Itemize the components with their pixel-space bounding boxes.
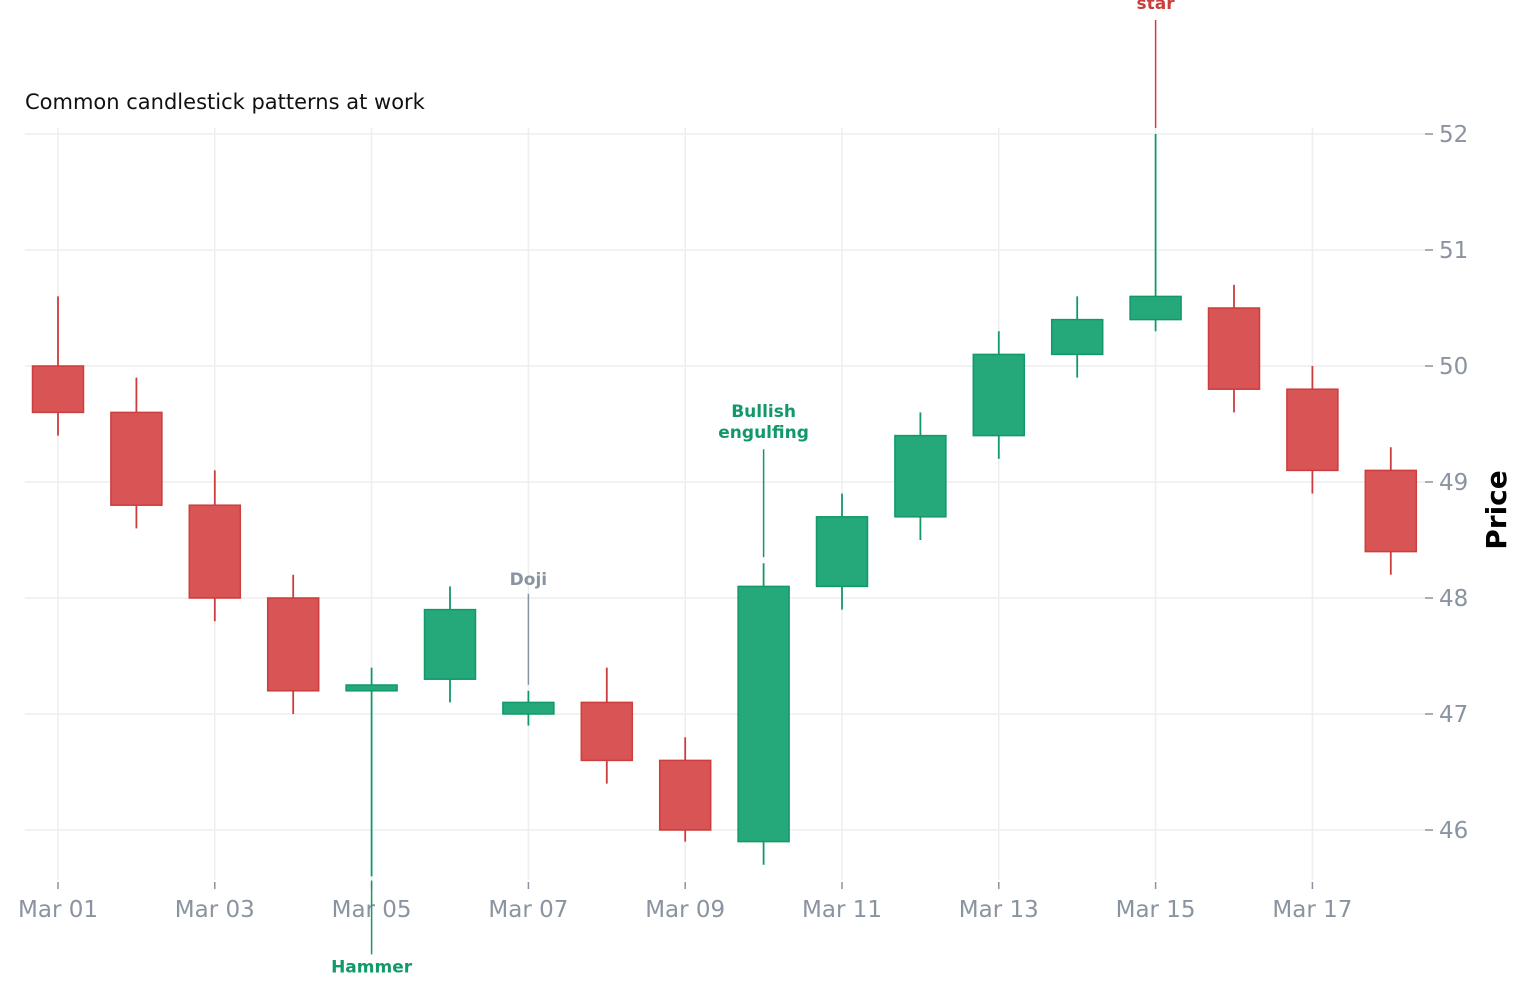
- candle-body: [894, 434, 947, 518]
- candle-body: [266, 597, 320, 692]
- candle-body: [31, 365, 85, 414]
- x-tick-label: Mar 11: [802, 897, 882, 923]
- chart-title: Common candlestick patterns at work: [25, 90, 425, 114]
- candle: [345, 667, 398, 877]
- candle-body: [1129, 295, 1182, 321]
- pattern-annotation: Shootingstar: [1137, 0, 1176, 128]
- annotation-label: Hammer: [331, 957, 413, 977]
- x-tick-label: Mar 07: [488, 897, 568, 923]
- pattern-annotation: Doji: [510, 570, 547, 685]
- candle-body: [110, 411, 163, 506]
- candle-body: [815, 516, 869, 588]
- candle: [1286, 366, 1339, 494]
- x-tick-label: Mar 03: [175, 897, 255, 923]
- candle: [423, 586, 477, 703]
- y-tick-label: 47: [1439, 702, 1468, 728]
- y-tick-label: 48: [1439, 586, 1468, 612]
- y-tick-label: 51: [1439, 238, 1468, 264]
- candle-body: [1364, 469, 1418, 553]
- candle: [1129, 134, 1182, 332]
- x-tick-label: Mar 15: [1116, 897, 1196, 923]
- y-tick-label: 50: [1439, 354, 1468, 380]
- candle: [1207, 284, 1261, 413]
- candle: [658, 737, 712, 842]
- candle: [580, 667, 634, 784]
- candle-body: [1286, 388, 1339, 472]
- candle: [1364, 447, 1418, 575]
- y-axis-label: Price: [1480, 470, 1513, 550]
- candle: [31, 296, 85, 436]
- annotation-label: Doji: [510, 570, 547, 590]
- candle-body: [423, 608, 477, 680]
- candle-body: [580, 701, 634, 762]
- candle-body: [658, 759, 712, 831]
- candle: [972, 331, 1026, 459]
- annotation-label: Bullish: [731, 402, 796, 422]
- candle-body: [188, 504, 242, 599]
- y-tick-label: 46: [1439, 818, 1468, 844]
- candle-body: [345, 684, 398, 692]
- y-tick-label: 52: [1439, 122, 1468, 148]
- pattern-annotation: Hammer: [331, 880, 413, 977]
- candle-body: [502, 701, 555, 715]
- candle: [502, 690, 555, 726]
- x-tick-label: Mar 17: [1272, 897, 1352, 923]
- candle: [737, 563, 790, 865]
- x-tick-label: Mar 09: [645, 897, 725, 923]
- candle: [188, 470, 242, 622]
- candle-body: [1207, 307, 1261, 390]
- candle-body: [737, 585, 790, 843]
- candle: [894, 412, 947, 540]
- candle: [1050, 296, 1104, 378]
- candle: [110, 377, 163, 529]
- candle: [815, 493, 869, 610]
- x-tick-label: Mar 01: [18, 897, 98, 923]
- x-tick-label: Mar 13: [959, 897, 1039, 923]
- candle: [266, 574, 320, 714]
- candle-body: [972, 353, 1026, 437]
- annotation-label: star: [1137, 0, 1176, 14]
- annotation-label: engulfing: [718, 423, 809, 443]
- y-tick-label: 49: [1439, 470, 1468, 496]
- candle-body: [1050, 318, 1104, 356]
